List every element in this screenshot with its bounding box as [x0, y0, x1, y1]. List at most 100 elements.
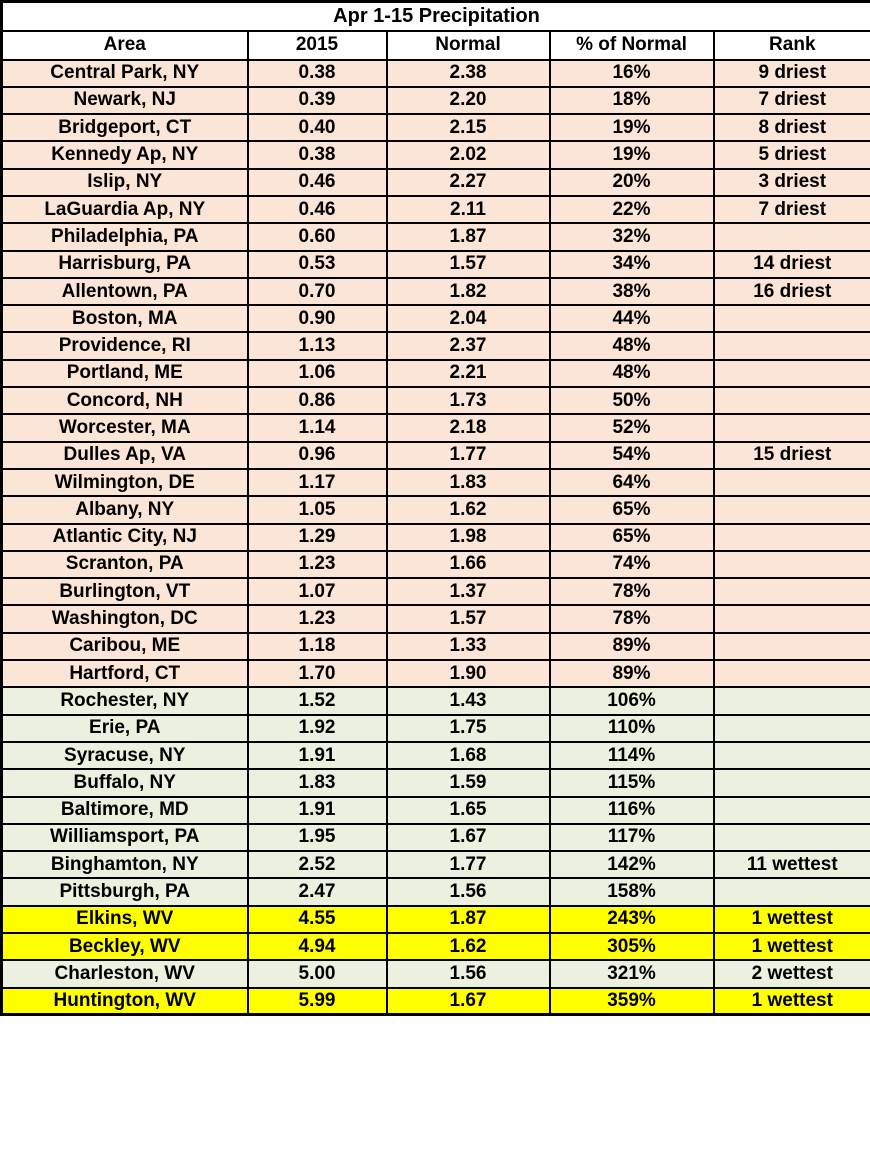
- cell-pct-of-normal: 116%: [548, 795, 715, 825]
- table-row: Islip, NY 0.46 2.27 20% 3 driest: [0, 167, 870, 197]
- cell-normal: 1.59: [385, 768, 551, 798]
- cell-y2015: 1.17: [246, 467, 388, 498]
- cell-y2015: 1.91: [246, 795, 388, 825]
- cell-rank: 16 driest: [712, 276, 870, 307]
- cell-pct-of-normal: 48%: [548, 331, 715, 361]
- title-row: Apr 1-15 Precipitation: [0, 0, 870, 32]
- cell-pct-of-normal: 54%: [548, 440, 715, 470]
- cell-rank: 3 driest: [712, 167, 870, 197]
- cell-rank: 2 wettest: [712, 959, 870, 989]
- column-header-area: Area: [0, 29, 249, 61]
- cell-rank: [712, 358, 870, 389]
- table-row: Worcester, MA 1.14 2.18 52%: [0, 413, 870, 443]
- cell-rank: [712, 386, 870, 416]
- cell-normal: 1.67: [385, 822, 551, 853]
- cell-y2015: 0.39: [246, 85, 388, 116]
- cell-area: Rochester, NY: [0, 686, 249, 716]
- cell-pct-of-normal: 74%: [548, 549, 715, 580]
- cell-normal: 1.82: [385, 276, 551, 307]
- cell-area: Dulles Ap, VA: [0, 440, 249, 470]
- cell-pct-of-normal: 20%: [548, 167, 715, 197]
- column-header-pct-of-normal: % of Normal: [548, 29, 715, 61]
- cell-area: Burlington, VT: [0, 577, 249, 607]
- cell-area: Allentown, PA: [0, 276, 249, 307]
- cell-normal: 1.57: [385, 249, 551, 279]
- table-row: Baltimore, MD 1.91 1.65 116%: [0, 795, 870, 825]
- cell-area: Buffalo, NY: [0, 768, 249, 798]
- cell-normal: 1.66: [385, 549, 551, 580]
- table-row: Caribou, ME 1.18 1.33 89%: [0, 631, 870, 662]
- header-row: Area 2015 Normal % of Normal Rank: [0, 29, 870, 61]
- cell-area: Newark, NJ: [0, 85, 249, 116]
- cell-y2015: 1.29: [246, 522, 388, 552]
- table-row: Scranton, PA 1.23 1.66 74%: [0, 549, 870, 580]
- cell-pct-of-normal: 106%: [548, 686, 715, 716]
- cell-area: Elkins, WV: [0, 904, 249, 935]
- cell-rank: 8 driest: [712, 113, 870, 143]
- cell-rank: [712, 577, 870, 607]
- cell-y2015: 0.70: [246, 276, 388, 307]
- cell-rank: 15 driest: [712, 440, 870, 470]
- table-row: Syracuse, NY 1.91 1.68 114%: [0, 740, 870, 771]
- cell-area: Kennedy Ap, NY: [0, 140, 249, 170]
- cell-rank: 1 wettest: [712, 986, 870, 1016]
- cell-area: Caribou, ME: [0, 631, 249, 662]
- cell-rank: 14 driest: [712, 249, 870, 279]
- cell-rank: [712, 631, 870, 662]
- cell-area: Boston, MA: [0, 304, 249, 334]
- cell-normal: 2.11: [385, 194, 551, 225]
- cell-normal: 1.56: [385, 877, 551, 907]
- cell-y2015: 0.38: [246, 140, 388, 170]
- cell-pct-of-normal: 89%: [548, 631, 715, 662]
- cell-y2015: 1.18: [246, 631, 388, 662]
- table-row: Beckley, WV 4.94 1.62 305% 1 wettest: [0, 931, 870, 962]
- table-row: Washington, DC 1.23 1.57 78%: [0, 604, 870, 634]
- cell-area: Binghamton, NY: [0, 850, 249, 880]
- cell-pct-of-normal: 16%: [548, 58, 715, 88]
- cell-rank: [712, 686, 870, 716]
- cell-normal: 1.67: [385, 986, 551, 1016]
- cell-y2015: 1.83: [246, 768, 388, 798]
- cell-normal: 2.02: [385, 140, 551, 170]
- cell-rank: 1 wettest: [712, 931, 870, 962]
- cell-rank: [712, 495, 870, 525]
- cell-normal: 1.68: [385, 740, 551, 771]
- table-row: Harrisburg, PA 0.53 1.57 34% 14 driest: [0, 249, 870, 279]
- cell-normal: 1.37: [385, 577, 551, 607]
- cell-rank: [712, 467, 870, 498]
- cell-normal: 1.33: [385, 631, 551, 662]
- cell-rank: [712, 822, 870, 853]
- cell-y2015: 0.40: [246, 113, 388, 143]
- cell-rank: 5 driest: [712, 140, 870, 170]
- cell-rank: [712, 222, 870, 252]
- cell-pct-of-normal: 142%: [548, 850, 715, 880]
- cell-pct-of-normal: 110%: [548, 713, 715, 743]
- cell-rank: 11 wettest: [712, 850, 870, 880]
- cell-area: Bridgeport, CT: [0, 113, 249, 143]
- cell-rank: [712, 795, 870, 825]
- cell-y2015: 1.91: [246, 740, 388, 771]
- cell-pct-of-normal: 32%: [548, 222, 715, 252]
- column-header-normal: Normal: [385, 29, 551, 61]
- table-row: Binghamton, NY 2.52 1.77 142% 11 wettest: [0, 850, 870, 880]
- table-row: Rochester, NY 1.52 1.43 106%: [0, 686, 870, 716]
- cell-normal: 2.21: [385, 358, 551, 389]
- cell-area: Providence, RI: [0, 331, 249, 361]
- table-row: Erie, PA 1.92 1.75 110%: [0, 713, 870, 743]
- cell-y2015: 2.47: [246, 877, 388, 907]
- cell-pct-of-normal: 50%: [548, 386, 715, 416]
- cell-pct-of-normal: 44%: [548, 304, 715, 334]
- cell-y2015: 0.60: [246, 222, 388, 252]
- cell-rank: 9 driest: [712, 58, 870, 88]
- cell-area: Beckley, WV: [0, 931, 249, 962]
- cell-y2015: 1.70: [246, 659, 388, 689]
- cell-pct-of-normal: 78%: [548, 577, 715, 607]
- cell-y2015: 2.52: [246, 850, 388, 880]
- cell-normal: 1.43: [385, 686, 551, 716]
- cell-y2015: 0.53: [246, 249, 388, 279]
- cell-normal: 1.62: [385, 931, 551, 962]
- cell-rank: [712, 877, 870, 907]
- cell-area: Hartford, CT: [0, 659, 249, 689]
- cell-area: Philadelphia, PA: [0, 222, 249, 252]
- cell-y2015: 0.38: [246, 58, 388, 88]
